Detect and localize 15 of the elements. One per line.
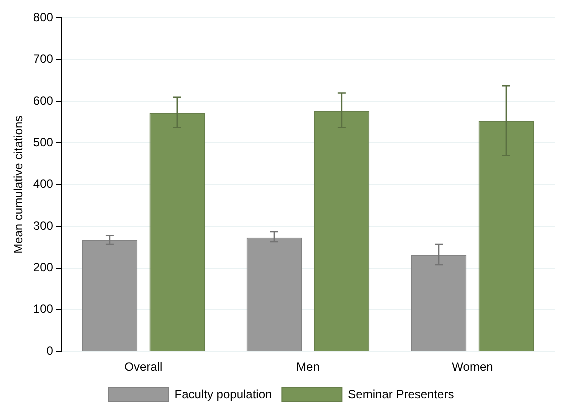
legend-label: Faculty population <box>174 387 272 402</box>
y-tick-label: 800 <box>33 10 54 25</box>
y-tick-label: 700 <box>33 52 54 66</box>
y-tick-label: 0 <box>46 344 54 358</box>
y-tick-label: 500 <box>33 136 54 150</box>
y-axis-title: Mean cumulative citations <box>12 116 26 254</box>
y-tick-label: 100 <box>33 302 54 316</box>
x-tick-label: Women <box>452 360 494 374</box>
x-tick-label: Men <box>296 360 320 374</box>
y-tick-label: 600 <box>33 94 54 108</box>
legend-label: Seminar Presenters <box>348 387 454 402</box>
x-tick-label: Overall <box>124 360 163 374</box>
y-tick-label: 300 <box>33 218 54 233</box>
y-tick-label: 400 <box>33 177 54 192</box>
y-tick-label: 200 <box>33 260 54 275</box>
